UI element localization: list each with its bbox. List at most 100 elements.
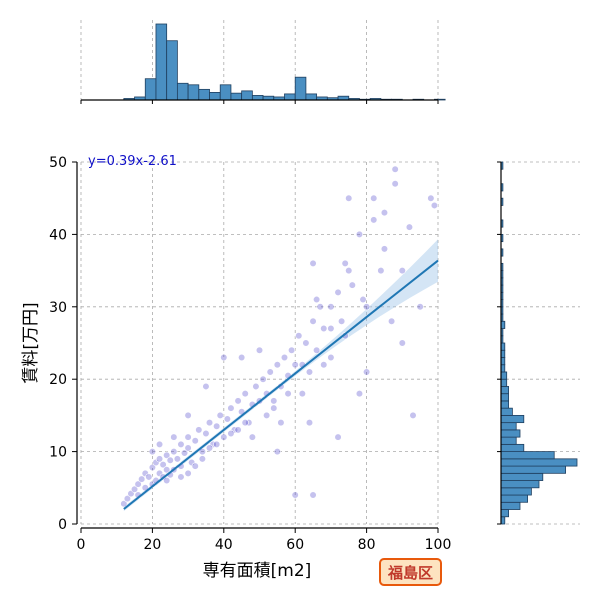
scatter-point: [216, 411, 224, 420]
scatter-point: [273, 448, 281, 456]
regression-equation: y=0.39x-2.61: [88, 154, 177, 169]
scatter-point: [380, 245, 389, 253]
x-tick-label: 100: [425, 537, 452, 553]
scatter-point: [255, 346, 264, 354]
scatter-point: [155, 455, 164, 463]
scatter-point: [184, 433, 192, 441]
scatter-point: [134, 480, 142, 488]
scatter-point: [338, 317, 346, 325]
scatter-point: [241, 390, 249, 398]
scatter-point: [348, 281, 356, 289]
scatter-point: [273, 361, 281, 369]
scatter-point: [270, 397, 278, 405]
scatter-point: [305, 368, 314, 376]
hist-x-bar: [251, 95, 264, 101]
x-tick-label: 40: [215, 537, 233, 553]
scatter-point: [213, 440, 221, 448]
scatter-point: [345, 267, 353, 275]
scatter-point: [291, 491, 299, 499]
scatter-point: [409, 411, 417, 420]
scatter-point: [163, 476, 171, 485]
scatter-point: [195, 426, 203, 434]
scatter-point: [155, 440, 164, 448]
scatter-point: [288, 346, 296, 354]
hist-x-bar: [305, 93, 318, 101]
scatter-point: [313, 346, 321, 354]
regression-line-path: [123, 259, 439, 510]
hist-x-bar: [198, 88, 210, 101]
scatter-point: [334, 433, 342, 441]
x-tick-label: 0: [77, 537, 86, 553]
hist-y-bar: [500, 501, 521, 510]
hist-y-bar: [500, 494, 529, 503]
scatter-point: [184, 411, 192, 420]
scatter-point: [138, 475, 146, 483]
scatter-point: [163, 466, 171, 474]
hist-y-bar: [500, 465, 566, 474]
scatter-point: [191, 462, 199, 470]
hist-y-bar: [500, 480, 540, 489]
scatter-point: [309, 259, 317, 267]
scatter-point: [277, 419, 285, 427]
scatter-point: [320, 361, 328, 369]
scatter-point: [184, 469, 192, 477]
hist-y-bar: [500, 472, 544, 481]
scatter-point: [120, 500, 128, 508]
scatter-point: [363, 303, 371, 311]
y-tick-label: 30: [49, 300, 67, 316]
scatter-point: [327, 303, 335, 311]
hist-y-bar: [500, 422, 517, 431]
scatter-point: [391, 180, 399, 188]
scatter-point: [327, 324, 335, 333]
scatter-point: [380, 209, 389, 217]
scatter-point: [398, 267, 406, 275]
hist-y-bar: [500, 371, 508, 380]
scatter-point: [238, 353, 246, 362]
scatter-point: [198, 455, 206, 463]
y-tick-label: 50: [49, 155, 67, 171]
x-axis-label: 専有面積[m2]: [203, 561, 312, 581]
top-histogram: [80, 23, 446, 104]
scatter-point: [220, 353, 228, 362]
scatter-point: [227, 429, 235, 438]
scatter-point: [280, 353, 289, 362]
scatter-point: [213, 422, 221, 430]
hist-y-bar: [500, 487, 532, 496]
scatter-point: [148, 463, 156, 472]
scatter-point: [263, 411, 271, 420]
scatter-point: [123, 495, 132, 503]
scatter-point: [163, 451, 171, 459]
hist-x-bar: [144, 78, 157, 101]
scatter-point: [309, 317, 317, 325]
hist-x-bar: [209, 92, 221, 101]
hist-y-bar: [500, 436, 517, 445]
scatter-point: [327, 353, 335, 362]
scatter-points: [120, 165, 439, 508]
scatter-point: [266, 368, 274, 376]
ward-badge-text: 福島区: [387, 564, 433, 582]
x-tick-label: 20: [143, 537, 161, 553]
scatter-point: [205, 419, 214, 427]
scatter-point: [223, 415, 231, 423]
scatter-point: [198, 448, 206, 456]
hist-x-bar: [294, 76, 307, 101]
scatter-point: [370, 216, 378, 224]
scatter-point: [145, 473, 153, 481]
scatter-point: [252, 382, 260, 391]
hist-x-bar: [176, 82, 189, 101]
scatter-point: [391, 165, 399, 173]
y-tick-label: 10: [49, 445, 67, 461]
scatter-point: [170, 448, 178, 456]
hist-x-bar: [219, 84, 232, 101]
scatter-point: [170, 433, 178, 441]
hist-y-bar: [500, 458, 578, 467]
ward-badge-box: [379, 558, 442, 586]
hist-x-bar: [166, 40, 178, 101]
scatter-point: [173, 455, 181, 463]
hist-x-bar: [187, 84, 200, 101]
scatter-point: [248, 433, 256, 441]
hist-y-bar: [500, 414, 525, 424]
scatter-point: [130, 485, 139, 493]
hist-y-bar: [500, 400, 509, 409]
